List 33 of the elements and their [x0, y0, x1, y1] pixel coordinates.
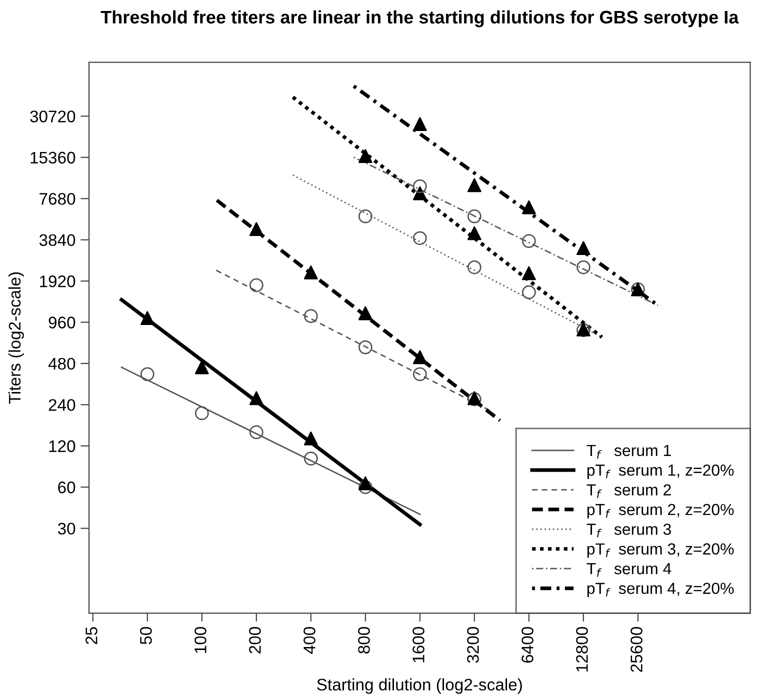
legend-label: T$_{f}$ serum 3 [586, 524, 671, 538]
x-tick-label: 200 [249, 627, 261, 654]
x-tick-label: 12800 [576, 627, 588, 672]
y-tick-label: 60 [58, 482, 76, 494]
x-tick-label: 800 [358, 627, 370, 654]
y-tick-label: 480 [48, 358, 76, 370]
x-tick-label: 3200 [467, 627, 479, 663]
legend-label: T$_{f}$ serum 2 [586, 484, 671, 498]
y-tick-label: 960 [48, 316, 76, 328]
x-tick-label: 1600 [412, 627, 424, 662]
legend-label: T$_{f}$ serum 1 [586, 444, 671, 459]
y-tick-label: 30720 [30, 110, 76, 122]
x-tick-label: 400 [304, 627, 316, 654]
legend-label: pT$_{f}$ serum 3, z=20% [587, 543, 734, 558]
legend-label: pT$_{f}$ serum 2, z=20% [587, 504, 734, 518]
legend-label: pT$_{f}$ serum 1, z=20% [587, 464, 734, 479]
x-tick-label: 100 [194, 627, 206, 653]
y-tick-label: 120 [49, 440, 76, 452]
y-tick-label: 240 [48, 399, 76, 411]
x-axis-title: Starting dilution (log2-scale) [317, 678, 522, 694]
x-tick-label: 50 [140, 627, 152, 644]
y-tick-label: 1920 [40, 275, 76, 288]
x-tick-label: 6400 [522, 627, 534, 663]
y-axis-title: Titers (log2-scale) [8, 272, 24, 404]
legend-label: pT$_{f}$ serum 4, z=20% [587, 582, 734, 598]
y-tick-label: 30 [58, 522, 76, 535]
y-tick-label: 3840 [39, 234, 76, 246]
y-tick-label: 15360 [30, 152, 76, 164]
x-tick-label: 25600 [630, 627, 642, 672]
legend-label: T$_{f}$ serum 4 [586, 563, 672, 577]
chart-title: Threshold free titers are linear in the starting dilutions for GBS serotype Ia [100, 10, 739, 28]
x-tick-label: 25 [86, 627, 98, 644]
y-tick-label: 7680 [40, 193, 76, 205]
